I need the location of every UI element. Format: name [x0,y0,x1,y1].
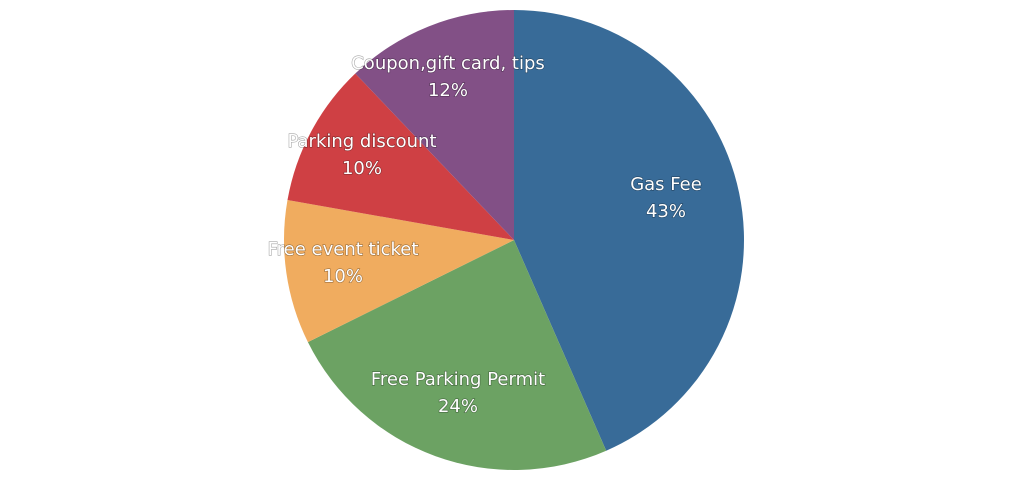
slice-label-parking-discount: Parking discount [287,131,436,152]
pie-slice-free-event-ticket [283,200,514,343]
pie-labels: Gas Fee 43% Free Parking Permit 24% Free eve… [267,52,702,417]
slice-label-free-event-ticket: Free event ticket [268,239,419,260]
slice-label-coupon-gift-card-tips: Coupon,gift card, tips [351,53,545,74]
pie-slice-coupon-gift-card-tips [355,10,514,240]
slice-value-parking-discount: 10% [342,158,382,179]
slice-value-free-event-ticket: 10% [323,266,363,287]
slice-value-gas-fee: 43% [646,201,686,222]
pie-slice-free-parking-permit [307,240,607,470]
slice-label-gas-fee: Gas Fee [630,174,702,195]
slice-value-coupon-gift-card-tips: 12% [428,80,468,101]
slice-label-free-parking-permit: Free Parking Permit [371,369,545,390]
pie-slices [283,10,744,470]
slice-value-free-parking-permit: 24% [438,396,478,417]
pie-slice-parking-discount [287,73,514,240]
pie-slice-gas-fee [514,10,744,451]
